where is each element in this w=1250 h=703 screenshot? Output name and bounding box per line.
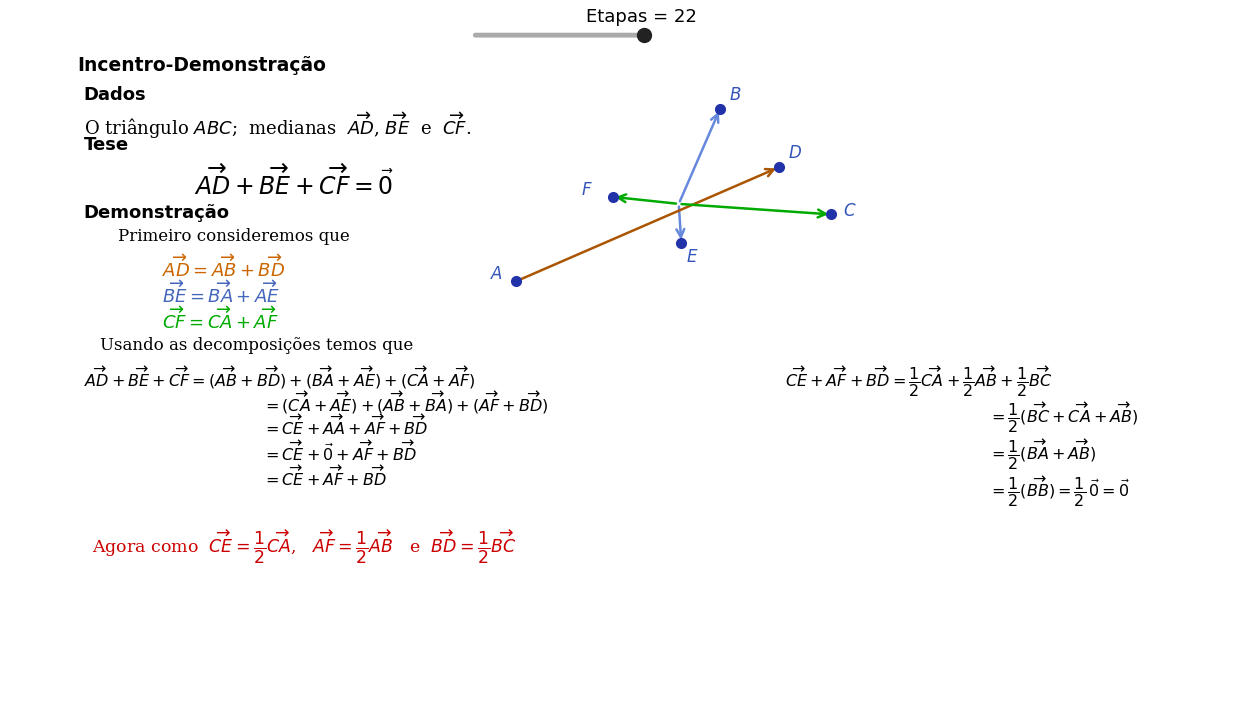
- Text: D: D: [789, 144, 801, 162]
- Text: $\overrightarrow{CE} + \overrightarrow{AF} + \overrightarrow{BD} = \dfrac{1}{2}\: $\overrightarrow{CE} + \overrightarrow{A…: [785, 364, 1052, 399]
- Text: $\overrightarrow{CF} = \overrightarrow{CA} + \overrightarrow{AF}$: $\overrightarrow{CF} = \overrightarrow{C…: [162, 307, 279, 333]
- Text: Usando as decomposições temos que: Usando as decomposições temos que: [100, 337, 414, 354]
- Text: E: E: [686, 247, 696, 266]
- Text: Incentro-Demonstração: Incentro-Demonstração: [78, 56, 326, 75]
- Text: O triângulo $\mathit{ABC}$;  medianas  $\overrightarrow{AD}$, $\overrightarrow{B: O triângulo $\mathit{ABC}$; medianas $\o…: [84, 110, 471, 141]
- Text: B: B: [730, 86, 741, 104]
- Text: $= \overrightarrow{CE} + \overrightarrow{AA} + \overrightarrow{AF} + \overrighta: $= \overrightarrow{CE} + \overrightarrow…: [262, 415, 429, 439]
- Text: Tese: Tese: [84, 136, 129, 155]
- Text: Etapas = 22: Etapas = 22: [586, 8, 696, 26]
- Text: $= \overrightarrow{CE} + \vec{0} + \overrightarrow{AF} + \overrightarrow{BD}$: $= \overrightarrow{CE} + \vec{0} + \over…: [262, 440, 418, 465]
- Text: A: A: [491, 265, 502, 283]
- Text: F: F: [581, 181, 591, 199]
- Text: $\overrightarrow{AD} + \overrightarrow{BE} + \overrightarrow{CF} = (\overrightar: $\overrightarrow{AD} + \overrightarrow{B…: [84, 364, 475, 391]
- Text: Demonstração: Demonstração: [84, 204, 230, 222]
- Text: $= \overrightarrow{CE} + \overrightarrow{AF} + \overrightarrow{BD}$: $= \overrightarrow{CE} + \overrightarrow…: [262, 465, 388, 490]
- Text: $= \dfrac{1}{2}(\overrightarrow{BA} + \overrightarrow{AB})$: $= \dfrac{1}{2}(\overrightarrow{BA} + \o…: [988, 437, 1096, 472]
- Text: $= (\overrightarrow{CA} + \overrightarrow{AE}) + (\overrightarrow{AB} + \overrig: $= (\overrightarrow{CA} + \overrightarro…: [262, 389, 549, 416]
- Text: C: C: [844, 202, 855, 220]
- Text: $= \dfrac{1}{2}(\overrightarrow{BC} + \overrightarrow{CA} + \overrightarrow{AB}): $= \dfrac{1}{2}(\overrightarrow{BC} + \o…: [988, 401, 1138, 435]
- Text: Dados: Dados: [84, 86, 146, 104]
- Text: $= \dfrac{1}{2}(\overrightarrow{BB}) = \dfrac{1}{2}\,\vec{0} = \vec{0}$: $= \dfrac{1}{2}(\overrightarrow{BB}) = \…: [988, 474, 1130, 508]
- Text: $\overrightarrow{BE} = \overrightarrow{BA} + \overrightarrow{AE}$: $\overrightarrow{BE} = \overrightarrow{B…: [162, 280, 281, 307]
- Text: $\overrightarrow{AD} + \overrightarrow{BE} + \overrightarrow{CF} = \vec{0}$: $\overrightarrow{AD} + \overrightarrow{B…: [194, 165, 394, 200]
- Text: Agora como  $\overrightarrow{CE} = \dfrac{1}{2}\overrightarrow{CA}$,   $\overrig: Agora como $\overrightarrow{CE} = \dfrac…: [92, 529, 516, 566]
- Text: $\overrightarrow{AD} = \overrightarrow{AB} + \overrightarrow{BD}$: $\overrightarrow{AD} = \overrightarrow{A…: [162, 254, 286, 281]
- Text: Primeiro consideremos que: Primeiro consideremos que: [118, 228, 349, 245]
